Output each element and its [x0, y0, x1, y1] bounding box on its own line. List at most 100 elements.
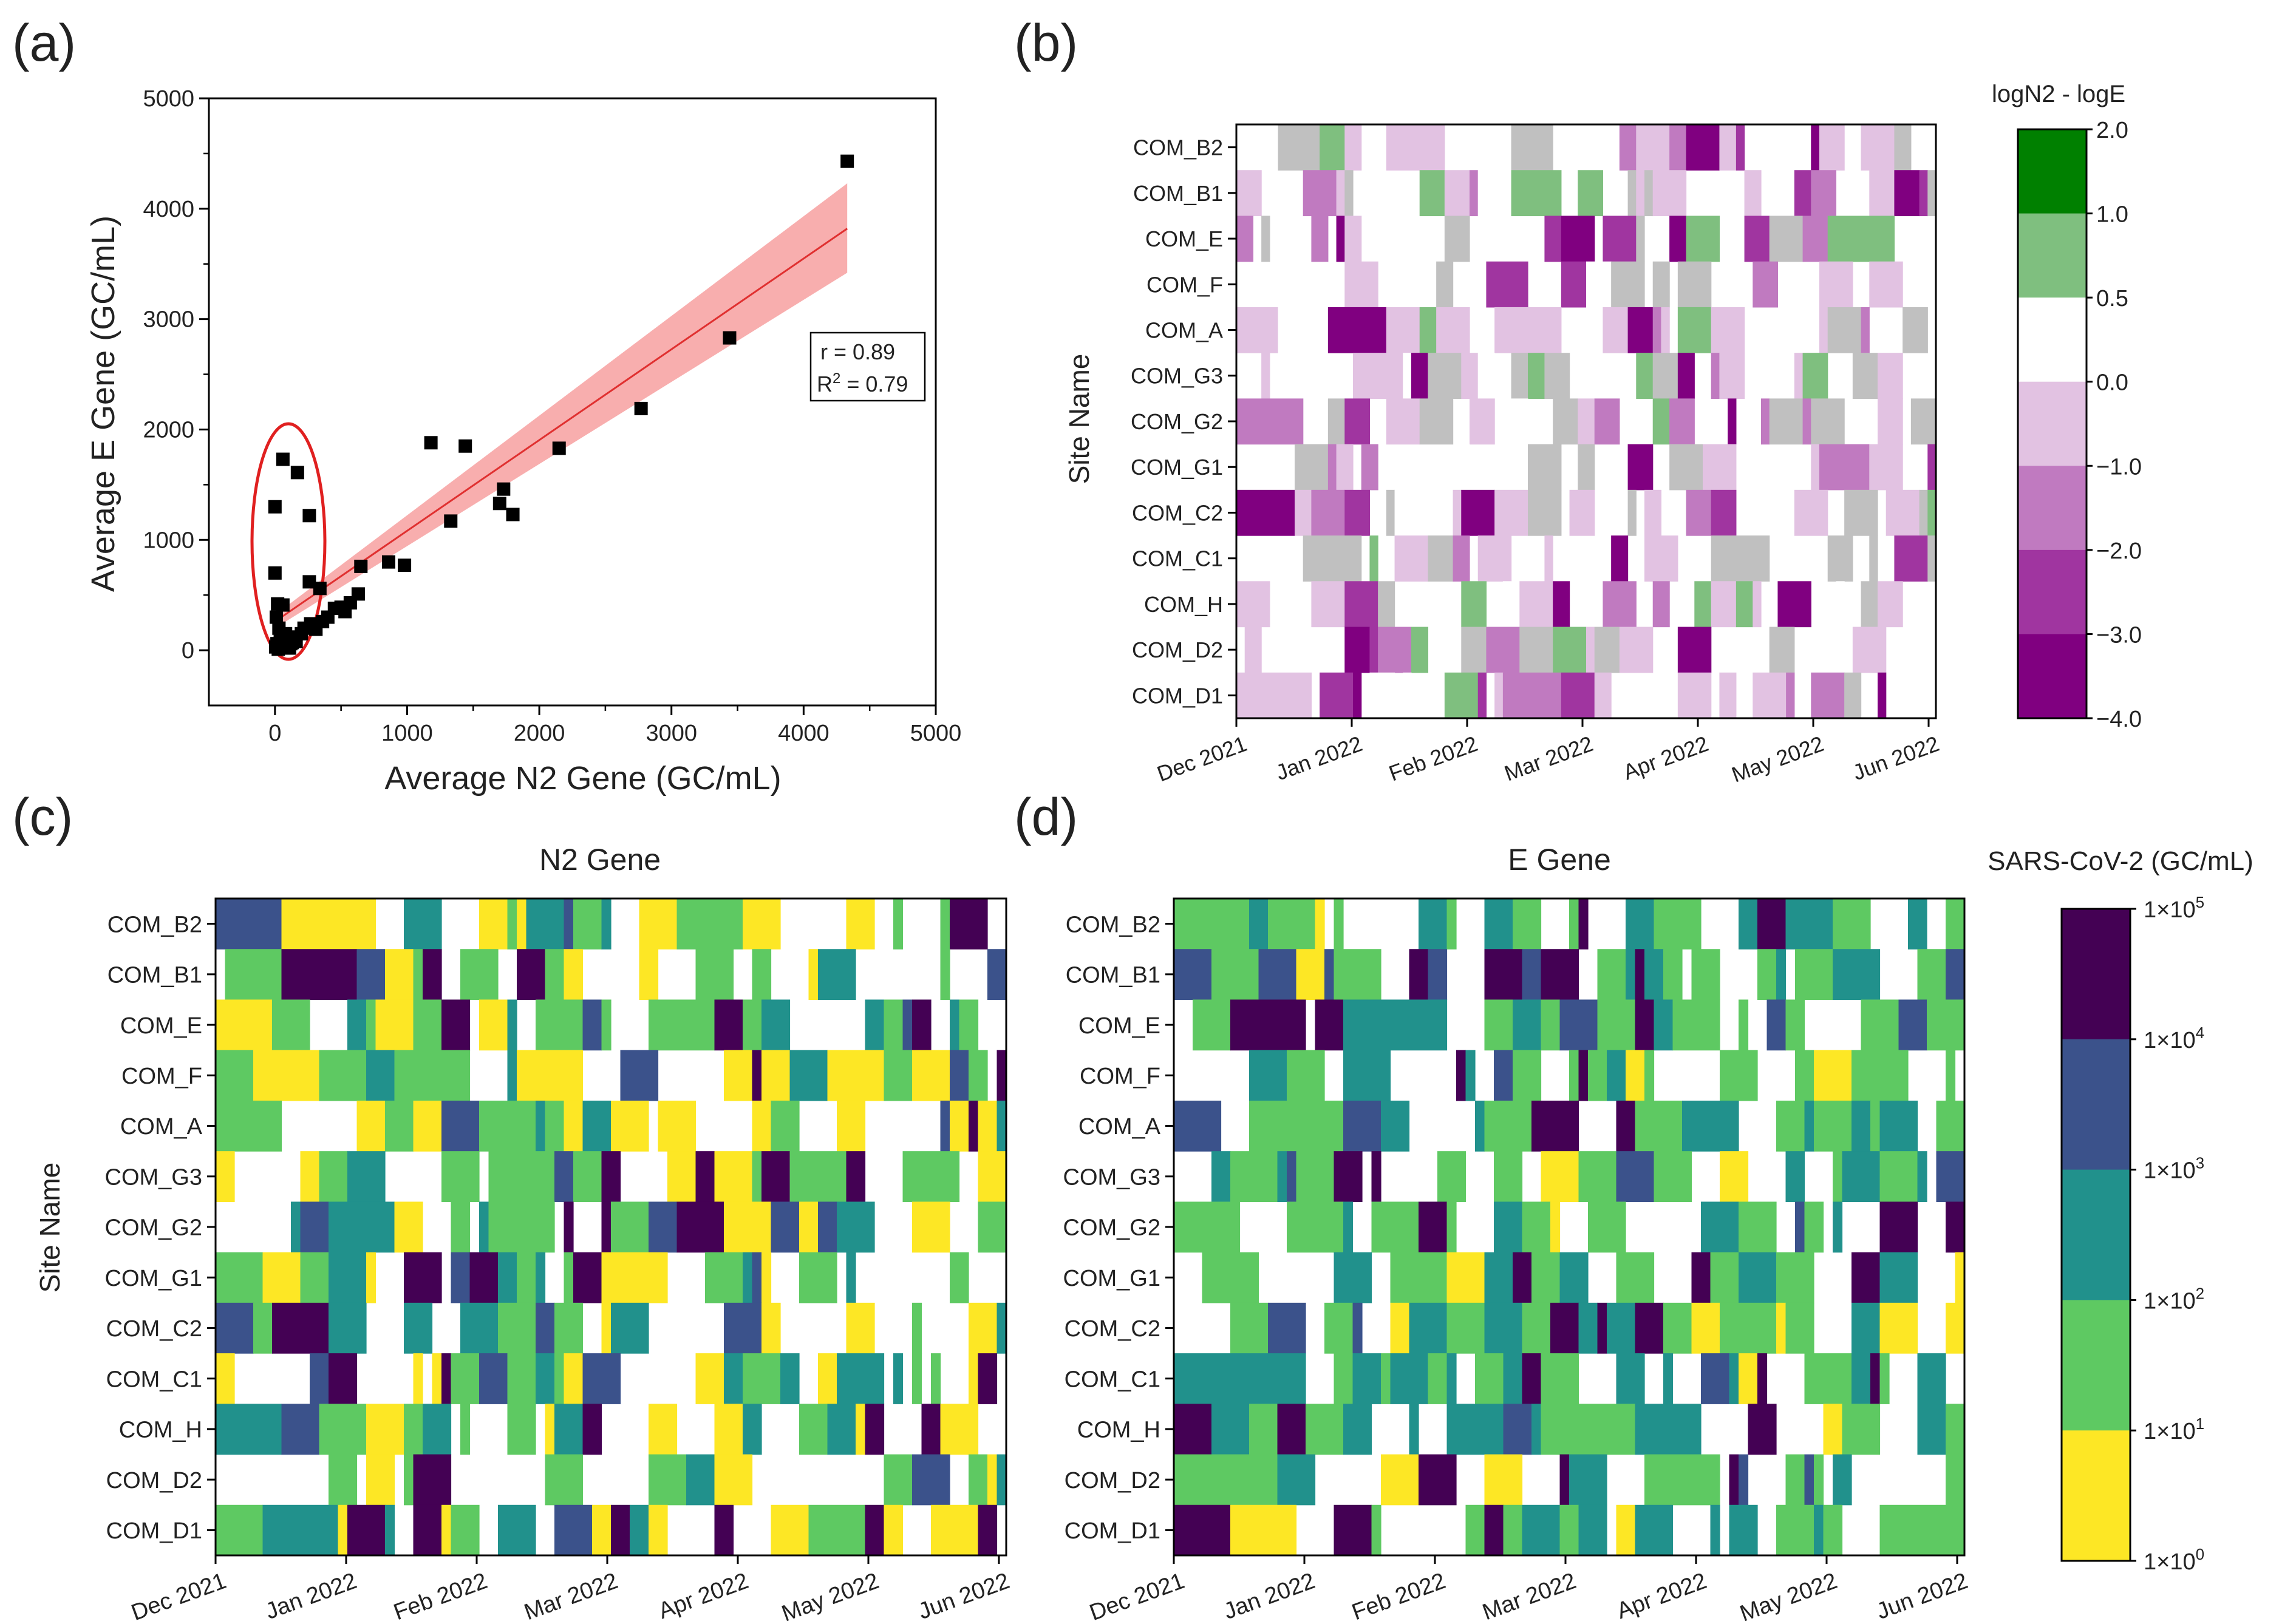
- heatmap-cell: [1927, 489, 1937, 536]
- heatmap-cell: [1878, 581, 1903, 628]
- heatmap-cell: [1677, 307, 1712, 353]
- heatmap-cell: [1428, 535, 1454, 582]
- heatmap-cell: [1528, 353, 1545, 399]
- heatmap-cell: [1419, 899, 1448, 950]
- heatmap-cell: [1236, 170, 1262, 217]
- heatmap-cell: [451, 1353, 480, 1404]
- colorbar-frame-d: [2060, 908, 2131, 1562]
- scatter-point: [268, 500, 282, 514]
- heatmap-cell: [649, 1454, 687, 1506]
- heatmap-cell: [451, 1201, 471, 1253]
- heatmap-cell: [1446, 899, 1457, 950]
- heatmap-cell: [1369, 672, 1395, 719]
- heatmap-cell: [1381, 1454, 1419, 1506]
- heatmap-cell: [536, 1252, 546, 1303]
- heatmap-cell: [545, 1404, 555, 1455]
- heatmap-cell: [752, 1151, 762, 1202]
- heatmap-cell: [1528, 489, 1562, 536]
- scatter-point: [290, 466, 304, 480]
- heatmap-cell: [1484, 999, 1513, 1051]
- heatmap-cell: [1757, 949, 1777, 1001]
- heatmap-cell: [281, 949, 358, 1001]
- r-value: r = 0.89: [820, 339, 895, 364]
- heatmap-cell: [1597, 1302, 1607, 1354]
- heatmap-cell: [1811, 124, 1820, 171]
- heatmap-cell: [1353, 353, 1403, 399]
- heatmap-cell: [902, 999, 913, 1051]
- heatmap-cell: [1635, 1302, 1664, 1354]
- heatmap-cell: [1833, 1151, 1843, 1202]
- heatmap-cell: [517, 1050, 584, 1101]
- heatmap-cell: [1669, 216, 1687, 262]
- heatmap-cell: [1249, 1404, 1278, 1455]
- x-axis-ticks-a: 0 1000 2000 3000 4000 5000: [268, 705, 961, 746]
- x-tick-label-a: 1000: [381, 721, 433, 746]
- heatmap-cell: [1503, 1404, 1532, 1455]
- heatmap-cell: [404, 899, 442, 950]
- heatmap-cell: [1736, 581, 1753, 628]
- heatmap-cell: [1910, 398, 1937, 445]
- heatmap-cell: [1386, 398, 1420, 445]
- heatmap-cell: [498, 1252, 517, 1303]
- heatmap-cell: [404, 1302, 433, 1354]
- heatmap-cell: [262, 1252, 301, 1303]
- heatmap-cell: [865, 1404, 885, 1455]
- heatmap-cell: [1682, 1100, 1739, 1152]
- heatmap-cell: [582, 999, 602, 1051]
- heatmap-cell: [1403, 672, 1412, 719]
- heatmap-cell: [1908, 899, 1927, 950]
- heatmap-cell: [1513, 1050, 1542, 1101]
- heatmap-cell: [479, 1353, 508, 1404]
- heatmap-cell: [1277, 1454, 1316, 1506]
- heatmap-cell: [1315, 999, 1344, 1051]
- heatmap-cell: [950, 999, 960, 1051]
- heatmap-cell: [1927, 999, 1965, 1051]
- heatmap-cell: [1344, 581, 1378, 628]
- heatmap-cell: [1814, 1050, 1852, 1101]
- heatmap-cell: [743, 1252, 753, 1303]
- heatmap-cell: [1903, 307, 1928, 353]
- heatmap-cell: [1544, 535, 1553, 582]
- heatmap-cell: [1486, 261, 1528, 308]
- heatmap-cell: [912, 1050, 950, 1101]
- heatmap-cell: [479, 899, 508, 950]
- heatmap-cell: [1720, 1302, 1777, 1354]
- heatmap-cell: [1352, 1353, 1381, 1404]
- heatmap-cell: [356, 1100, 386, 1152]
- x-tick-label: Jun 2022: [915, 1568, 1013, 1621]
- row-label: COM_C2: [1132, 500, 1223, 525]
- heatmap-cell: [1955, 1252, 1965, 1303]
- heatmap-cell: [1522, 1201, 1551, 1253]
- heatmap-cell: [1586, 261, 1612, 308]
- heatmap-cell: [451, 1504, 480, 1556]
- heatmap-cell: [441, 1353, 452, 1404]
- heatmap-cell: [319, 1050, 367, 1101]
- heatmap-cell: [1578, 444, 1595, 491]
- heatmap-cell: [1513, 999, 1542, 1051]
- heatmap-cell: [780, 1353, 800, 1404]
- heatmap-cell: [564, 1252, 574, 1303]
- heatmap-cell: [1494, 672, 1504, 719]
- heatmap-cell: [996, 1454, 1007, 1506]
- heatmap-cell: [969, 1302, 998, 1354]
- heatmap-cell: [1343, 1100, 1381, 1152]
- heatmap-cell: [1827, 307, 1862, 353]
- heatmap-cell: [1334, 1504, 1372, 1556]
- heatmap-cell: [1616, 1252, 1655, 1303]
- heatmap-cell: [1522, 1302, 1551, 1354]
- heatmap-cell: [611, 1100, 649, 1152]
- y-tick-label-a: 2000: [143, 417, 194, 443]
- heatmap-cell: [1894, 124, 1912, 171]
- heatmap-cell: [1386, 489, 1395, 536]
- y-tick-label-a: 0: [182, 638, 194, 664]
- heatmap-cell: [1836, 581, 1845, 628]
- heatmap-cell: [1814, 1454, 1824, 1506]
- heatmap-cell: [554, 1404, 584, 1455]
- heatmap-cell: [1644, 1050, 1655, 1101]
- heatmap-cell: [272, 1302, 329, 1354]
- heatmap-cell: [488, 1151, 555, 1202]
- heatmap-cell: [1739, 999, 1749, 1051]
- heatmap-cell: [1729, 1504, 1758, 1556]
- heatmap-cell: [1627, 307, 1654, 353]
